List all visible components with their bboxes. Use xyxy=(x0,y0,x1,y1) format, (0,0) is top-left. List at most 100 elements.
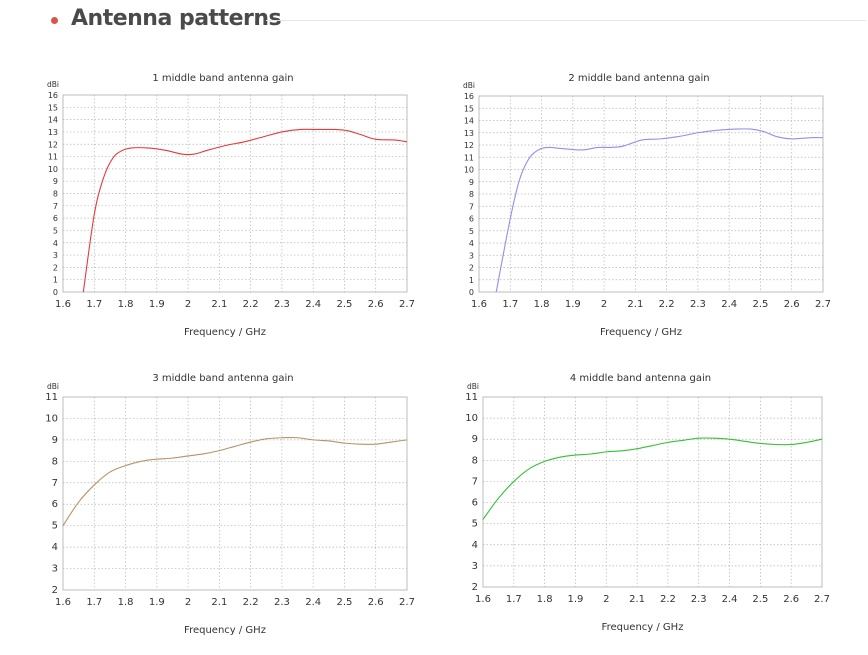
y-tick-label: 6 xyxy=(469,215,474,224)
chart-title: 1 middle band antenna gain xyxy=(152,73,293,84)
x-tick-label: 2.3 xyxy=(691,594,707,605)
y-axis-unit: dBi xyxy=(463,81,475,90)
y-tick-label: 7 xyxy=(52,478,58,489)
chart-4-middle-band-gain: 4 middle band antenna gain dBi 2 3 4 5 6 7 8 9 10 1… xyxy=(465,373,830,633)
x-tick-label: 2.4 xyxy=(305,299,321,310)
y-tick-label: 10 xyxy=(464,166,474,175)
x-tick-label: 2.3 xyxy=(274,299,290,310)
x-tick-label: 2.6 xyxy=(368,597,384,608)
y-tick-label: 9 xyxy=(52,435,58,446)
x-tick-label: 1.8 xyxy=(537,594,553,605)
bullet-icon xyxy=(51,17,58,24)
x-axis-label: Frequency / GHz xyxy=(184,625,266,636)
y-tick-label: 4 xyxy=(472,540,478,551)
y-tick-label: 3 xyxy=(469,251,474,260)
x-tick-label: 2.2 xyxy=(243,597,259,608)
y-tick-label: 12 xyxy=(48,140,58,149)
y-tick-label: 10 xyxy=(45,413,58,424)
y-tick-label: 16 xyxy=(464,92,474,101)
gain-curve xyxy=(62,436,408,526)
y-tick-label: 4 xyxy=(469,239,474,248)
y-tick-label: 10 xyxy=(48,165,58,174)
x-tick-label: 2.4 xyxy=(305,597,321,608)
y-axis-unit: dBi xyxy=(467,382,479,391)
x-tick-label: 2 xyxy=(603,594,609,605)
x-tick-label: 2.7 xyxy=(399,299,415,310)
y-tick-label: 6 xyxy=(53,214,58,223)
x-axis-label: Frequency / GHz xyxy=(184,327,266,338)
y-tick-label: 8 xyxy=(472,455,478,466)
chart-3-middle-band-gain: 3 middle band antenna gain dBi 2 3 4 5 6 7 8 9 10 1… xyxy=(45,373,415,636)
chart-title: 2 middle band antenna gain xyxy=(568,73,709,84)
y-tick-label: 15 xyxy=(464,104,474,113)
x-tick-label: 2.5 xyxy=(753,299,769,310)
y-tick-label: 2 xyxy=(472,582,478,593)
x-tick-label: 1.7 xyxy=(502,299,518,310)
header-divider xyxy=(266,20,866,21)
y-tick-label: 11 xyxy=(48,153,58,162)
x-tick-label: 1.9 xyxy=(568,594,584,605)
x-tick-label: 2.5 xyxy=(752,594,768,605)
x-tick-label: 2.5 xyxy=(337,299,353,310)
y-tick-label: 9 xyxy=(469,178,474,187)
x-tick-label: 2.1 xyxy=(629,594,645,605)
x-axis-label: Frequency / GHz xyxy=(600,327,682,338)
y-tick-label: 1 xyxy=(469,276,474,285)
plot-area xyxy=(62,396,408,591)
x-tick-label: 2.1 xyxy=(211,299,227,310)
y-tick-label: 11 xyxy=(464,153,474,162)
x-tick-label: 2.1 xyxy=(627,299,643,310)
y-tick-label: 16 xyxy=(48,91,58,100)
y-tick-label: 4 xyxy=(53,239,58,248)
y-tick-label: 5 xyxy=(52,521,58,532)
plot-area xyxy=(482,396,823,588)
gain-curve xyxy=(482,437,823,520)
x-tick-label: 1.9 xyxy=(565,299,581,310)
y-tick-label: 3 xyxy=(52,564,58,575)
y-tick-label: 11 xyxy=(465,392,478,403)
y-tick-label: 5 xyxy=(469,227,474,236)
section-title: Antenna patterns xyxy=(71,6,282,31)
y-tick-label: 9 xyxy=(53,177,58,186)
x-tick-label: 2 xyxy=(185,597,191,608)
y-tick-label: 13 xyxy=(48,128,58,137)
x-tick-label: 2.4 xyxy=(721,299,737,310)
x-tick-label: 2.2 xyxy=(243,299,259,310)
x-tick-label: 2.2 xyxy=(659,299,675,310)
y-tick-label: 3 xyxy=(53,251,58,260)
y-tick-label: 7 xyxy=(472,476,478,487)
x-tick-label: 1.8 xyxy=(118,299,134,310)
y-tick-label: 6 xyxy=(52,499,58,510)
y-tick-label: 8 xyxy=(52,456,58,467)
y-tick-label: 10 xyxy=(465,413,478,424)
x-tick-label: 2.6 xyxy=(784,299,800,310)
y-tick-label: 14 xyxy=(48,116,58,125)
y-tick-label: 9 xyxy=(472,434,478,445)
x-axis-label: Frequency / GHz xyxy=(602,622,684,633)
y-tick-label: 7 xyxy=(53,202,58,211)
y-tick-label: 11 xyxy=(45,392,58,403)
x-tick-label: 1.9 xyxy=(149,597,165,608)
chart-1-middle-band-gain: 1 middle band antenna gaindBi01234567891… xyxy=(47,73,415,338)
x-tick-label: 2.6 xyxy=(368,299,384,310)
y-tick-label: 2 xyxy=(52,585,58,596)
gain-curve xyxy=(82,128,408,293)
y-tick-label: 4 xyxy=(52,542,58,553)
x-tick-label: 2.4 xyxy=(722,594,738,605)
y-tick-label: 5 xyxy=(472,519,478,530)
x-tick-label: 1.7 xyxy=(86,597,102,608)
x-tick-label: 1.7 xyxy=(86,299,102,310)
y-tick-label: 0 xyxy=(53,288,58,297)
x-tick-label: 2.6 xyxy=(783,594,799,605)
y-tick-label: 13 xyxy=(464,129,474,138)
x-tick-label: 1.9 xyxy=(149,299,165,310)
x-tick-label: 1.6 xyxy=(55,597,71,608)
x-tick-label: 1.8 xyxy=(534,299,550,310)
y-tick-label: 7 xyxy=(469,202,474,211)
x-tick-label: 2 xyxy=(601,299,607,310)
y-tick-label: 6 xyxy=(472,498,478,509)
x-tick-label: 2.7 xyxy=(814,594,830,605)
y-tick-label: 14 xyxy=(464,117,474,126)
chart-title: 3 middle band antenna gain xyxy=(152,373,293,384)
y-tick-label: 1 xyxy=(53,276,58,285)
